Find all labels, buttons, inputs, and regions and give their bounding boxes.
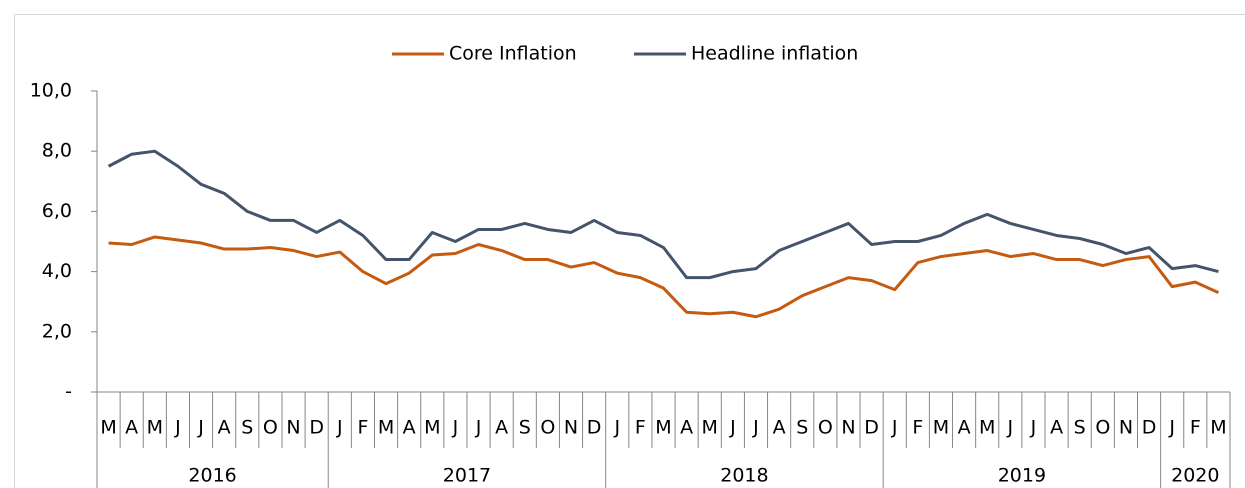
year-label: 2016 xyxy=(188,465,236,487)
x-tick-label: J xyxy=(613,417,620,439)
x-tick-label: N xyxy=(1119,417,1133,439)
legend-label: Headline inflation xyxy=(691,43,858,65)
x-tick-label: J xyxy=(1007,417,1014,439)
x-tick-label: D xyxy=(309,417,324,439)
x-tick-label: S xyxy=(519,417,531,439)
x-tick-label: J xyxy=(752,417,759,439)
x-tick-label: M xyxy=(100,417,116,439)
year-label: 2017 xyxy=(443,465,491,487)
x-tick-label: M xyxy=(702,417,718,439)
x-tick-label: F xyxy=(357,417,368,439)
x-tick-label: S xyxy=(241,417,253,439)
y-tick-label: 4,0 xyxy=(42,260,72,282)
x-tick-label: A xyxy=(403,417,416,439)
series-line xyxy=(107,149,1219,280)
x-tick-label: A xyxy=(680,417,693,439)
x-tick-label: J xyxy=(174,417,181,439)
x-tick-label: M xyxy=(378,417,394,439)
x-tick-label: J xyxy=(1168,417,1175,439)
x-tick-label: O xyxy=(1095,417,1110,439)
x-tick-label: D xyxy=(1142,417,1157,439)
x-tick-label: N xyxy=(564,417,578,439)
x-tick-label: J xyxy=(197,417,204,439)
x-tick-label: F xyxy=(1190,417,1201,439)
x-tick-label: M xyxy=(933,417,949,439)
chart-border xyxy=(14,14,1245,488)
x-tick-label: M xyxy=(1210,417,1226,439)
y-tick-label: 8,0 xyxy=(42,140,72,162)
legend-label: Core Inflation xyxy=(449,43,577,65)
x-tick-label: A xyxy=(495,417,508,439)
x-tick-label: A xyxy=(1050,417,1063,439)
x-tick-label: A xyxy=(218,417,231,439)
y-tick-label: - xyxy=(65,381,72,403)
x-tick-label: J xyxy=(475,417,482,439)
x-tick-label: J xyxy=(729,417,736,439)
x-tick-label: J xyxy=(1030,417,1037,439)
x-tick-label: S xyxy=(796,417,808,439)
x-tick-label: F xyxy=(912,417,923,439)
series-line xyxy=(108,235,1220,319)
y-tick-label: 10,0 xyxy=(30,80,72,102)
x-tick-label: N xyxy=(841,417,855,439)
x-tick-label: M xyxy=(424,417,440,439)
x-tick-label: M xyxy=(147,417,163,439)
x-tick-label: M xyxy=(655,417,671,439)
x-tick-label: O xyxy=(818,417,833,439)
y-tick-label: 2,0 xyxy=(42,320,72,342)
x-tick-label: A xyxy=(958,417,971,439)
x-tick-label: D xyxy=(864,417,879,439)
y-tick-label: 6,0 xyxy=(42,200,72,222)
x-tick-label: A xyxy=(773,417,786,439)
x-tick-label: J xyxy=(336,417,343,439)
x-tick-label: O xyxy=(263,417,278,439)
x-tick-label: J xyxy=(891,417,898,439)
year-label: 2018 xyxy=(720,465,768,487)
x-tick-label: O xyxy=(540,417,555,439)
x-tick-label: J xyxy=(452,417,459,439)
x-tick-label: F xyxy=(635,417,646,439)
x-tick-label: N xyxy=(286,417,300,439)
x-tick-label: A xyxy=(125,417,138,439)
year-label: 2020 xyxy=(1171,465,1219,487)
x-tick-label: S xyxy=(1074,417,1086,439)
x-tick-label: D xyxy=(587,417,602,439)
year-label: 2019 xyxy=(998,465,1046,487)
x-tick-label: M xyxy=(979,417,995,439)
